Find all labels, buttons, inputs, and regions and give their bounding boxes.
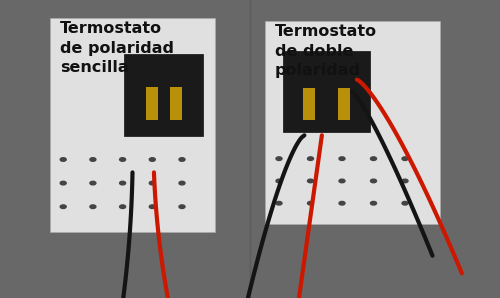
Circle shape <box>179 158 185 161</box>
Circle shape <box>402 201 408 205</box>
Circle shape <box>90 181 96 185</box>
Circle shape <box>339 201 345 205</box>
Circle shape <box>276 157 282 160</box>
Circle shape <box>60 158 66 161</box>
Circle shape <box>60 205 66 209</box>
Circle shape <box>120 158 126 161</box>
Circle shape <box>150 205 156 209</box>
Circle shape <box>402 179 408 183</box>
Circle shape <box>120 205 126 209</box>
Bar <box>50 18 215 232</box>
Circle shape <box>339 157 345 160</box>
Bar <box>303 88 315 120</box>
Circle shape <box>179 181 185 185</box>
Circle shape <box>90 158 96 161</box>
Bar <box>170 87 181 119</box>
Circle shape <box>276 201 282 205</box>
Circle shape <box>339 179 345 183</box>
Bar <box>338 88 350 120</box>
Bar <box>146 87 158 119</box>
Circle shape <box>179 205 185 209</box>
Circle shape <box>150 181 156 185</box>
Bar <box>265 21 440 224</box>
Circle shape <box>308 157 314 160</box>
Circle shape <box>370 179 376 183</box>
Circle shape <box>370 157 376 160</box>
Circle shape <box>120 181 126 185</box>
Circle shape <box>276 179 282 183</box>
Text: Termostato
de doble
polaridad: Termostato de doble polaridad <box>275 24 377 78</box>
Text: Termostato
de polaridad
sencilla: Termostato de polaridad sencilla <box>60 21 174 75</box>
Circle shape <box>370 201 376 205</box>
Circle shape <box>90 205 96 209</box>
Bar <box>124 54 204 136</box>
Bar <box>282 51 370 132</box>
Circle shape <box>402 157 408 160</box>
Circle shape <box>60 181 66 185</box>
Circle shape <box>308 179 314 183</box>
Circle shape <box>308 201 314 205</box>
Circle shape <box>150 158 156 161</box>
